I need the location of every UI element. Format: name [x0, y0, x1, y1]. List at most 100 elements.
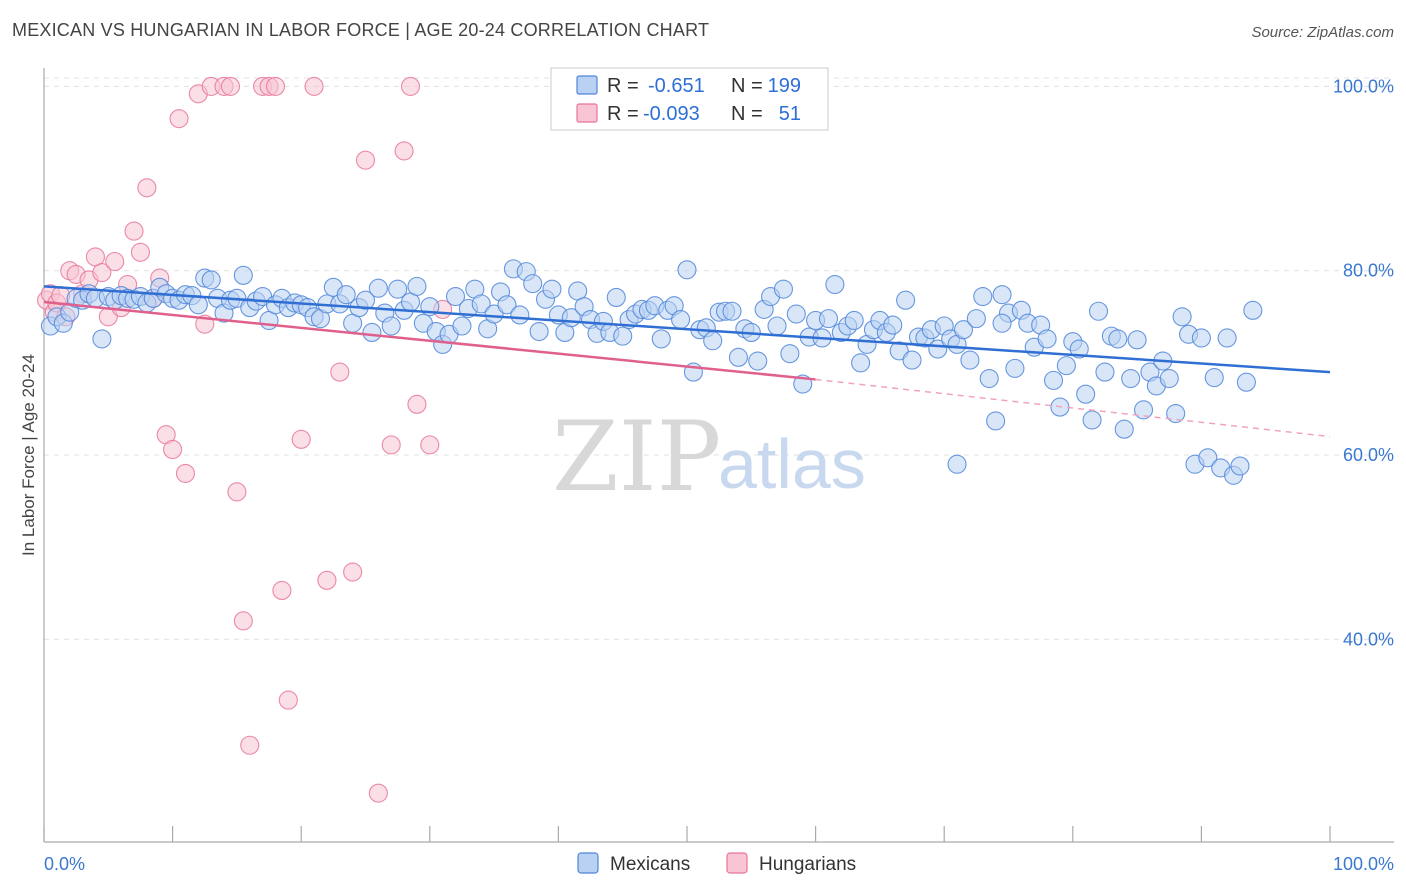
mexicans-point — [1191, 328, 1211, 348]
legend-n-label-hungarians: N = — [731, 103, 763, 125]
y-tick-label: 60.0% — [1343, 445, 1394, 465]
trend-lines — [43, 285, 1331, 438]
y-tick-label: 100.0% — [1333, 76, 1394, 96]
mexicans-point — [677, 260, 697, 280]
legend-n-value-hungarians: 51 — [779, 103, 801, 125]
series-legend-swatch-mexicans — [577, 852, 599, 874]
hungarians-point — [220, 76, 241, 96]
mexicans-point — [1005, 358, 1025, 378]
axes — [43, 68, 1394, 843]
hungarians-point — [233, 611, 253, 631]
mexicans-point — [773, 279, 794, 299]
mexicans-point — [529, 321, 549, 342]
hungarians-point — [407, 394, 427, 414]
watermark-atlas: atlas — [718, 425, 866, 503]
mexicans-point — [613, 326, 633, 346]
hungarians-point — [330, 362, 350, 382]
mexicans-point — [671, 309, 691, 330]
hungarians-point — [124, 221, 144, 241]
mexicans-point — [1204, 368, 1224, 388]
mexicans-point — [233, 265, 253, 285]
mexicans-point — [1217, 328, 1237, 348]
mexicans-point — [979, 368, 999, 389]
hungarians-point — [137, 178, 157, 198]
mexicans-point — [606, 287, 626, 307]
mexicans-point — [992, 313, 1012, 333]
legend-n-label-mexicans: N = — [731, 75, 763, 97]
legend-swatch-hungarians — [576, 103, 598, 123]
mexicans-point — [1230, 456, 1250, 476]
mexicans-point — [902, 350, 922, 370]
mexicans-point — [497, 295, 517, 315]
mexicans-point — [452, 316, 472, 336]
y-tick-label: 80.0% — [1343, 261, 1394, 281]
mexicans-point — [651, 329, 671, 349]
mexicans-point — [188, 295, 208, 315]
hungarians-point — [394, 141, 414, 161]
hungarians-point — [368, 783, 388, 803]
mexicans-point — [1166, 403, 1186, 424]
mexicans-point — [1198, 448, 1218, 468]
mexicans-point — [1037, 329, 1057, 349]
mexicans-point — [896, 290, 916, 310]
mexicans-point — [445, 286, 466, 307]
hungarians-point — [265, 76, 286, 96]
source-label: Source: ZipAtlas.com — [1251, 24, 1394, 41]
mexicans-point — [973, 286, 993, 307]
hungarians-point — [92, 263, 112, 283]
mexicans-point — [748, 351, 768, 371]
mexicans-point — [722, 301, 742, 321]
hungarians-point — [227, 482, 247, 502]
y-axis-label: In Labor Force | Age 20-24 — [19, 354, 38, 556]
hungarians-point — [420, 435, 440, 455]
mexicans-point — [844, 310, 864, 331]
mexicans-point — [767, 316, 787, 336]
mexicans-point — [1095, 362, 1115, 382]
hungarians-point — [278, 690, 298, 710]
x-tick-label-max: 100.0% — [1333, 854, 1394, 874]
mexicans-point — [368, 278, 388, 298]
hungarians-point — [343, 562, 363, 582]
mexicans-point — [1121, 368, 1141, 389]
mexicans-point — [1043, 370, 1064, 390]
mexicans-point — [542, 279, 562, 299]
hungarians-point — [105, 251, 125, 272]
mexicans-point — [388, 279, 408, 299]
mexicans-point — [786, 304, 806, 324]
hungarians-point — [381, 435, 401, 455]
mexicans-point — [201, 270, 221, 290]
mexicans-point — [471, 294, 491, 314]
mexicans-point — [1088, 301, 1109, 321]
mexicans-point — [1236, 372, 1256, 392]
series-legend-label-mexicans: Mexicans — [610, 854, 690, 875]
legend-r-value-mexicans: -0.651 — [648, 75, 705, 97]
mexicans-trend-line — [43, 285, 1331, 374]
mexicans-point — [355, 290, 376, 310]
chart-title: MEXICAN VS HUNGARIAN IN LABOR FORCE | AG… — [12, 20, 710, 40]
x-axis-ticks — [43, 826, 1331, 842]
legend-swatch-mexicans — [576, 75, 598, 95]
mexicans-point — [1114, 419, 1134, 439]
mexicans-point — [484, 304, 504, 324]
y-tick-labels: 100.0% 80.0% 60.0% 40.0% — [1333, 76, 1394, 649]
mexicans-point — [1133, 400, 1154, 420]
correlation-legend: R = -0.651 N = 199 R = -0.093 N = 51 — [550, 67, 829, 131]
mexicans-point — [1082, 410, 1102, 430]
mexicans-point — [1076, 384, 1096, 404]
mexicans-point — [92, 329, 112, 349]
mexicans-point — [947, 454, 967, 474]
grid-lines — [44, 77, 1394, 640]
mexicans-point — [510, 305, 530, 325]
mexicans-point — [889, 341, 909, 361]
mexicans-point — [966, 309, 986, 329]
hungarians-trend-extension — [815, 378, 1331, 438]
mexicans-point — [986, 411, 1006, 431]
mexicans-point — [851, 353, 871, 373]
mexicans-point — [818, 309, 839, 329]
hungarians-points — [37, 76, 453, 803]
y-tick-label: 40.0% — [1343, 629, 1394, 649]
mexicans-point — [703, 331, 723, 351]
hungarians-point — [400, 76, 421, 96]
hungarians-point — [291, 429, 311, 449]
